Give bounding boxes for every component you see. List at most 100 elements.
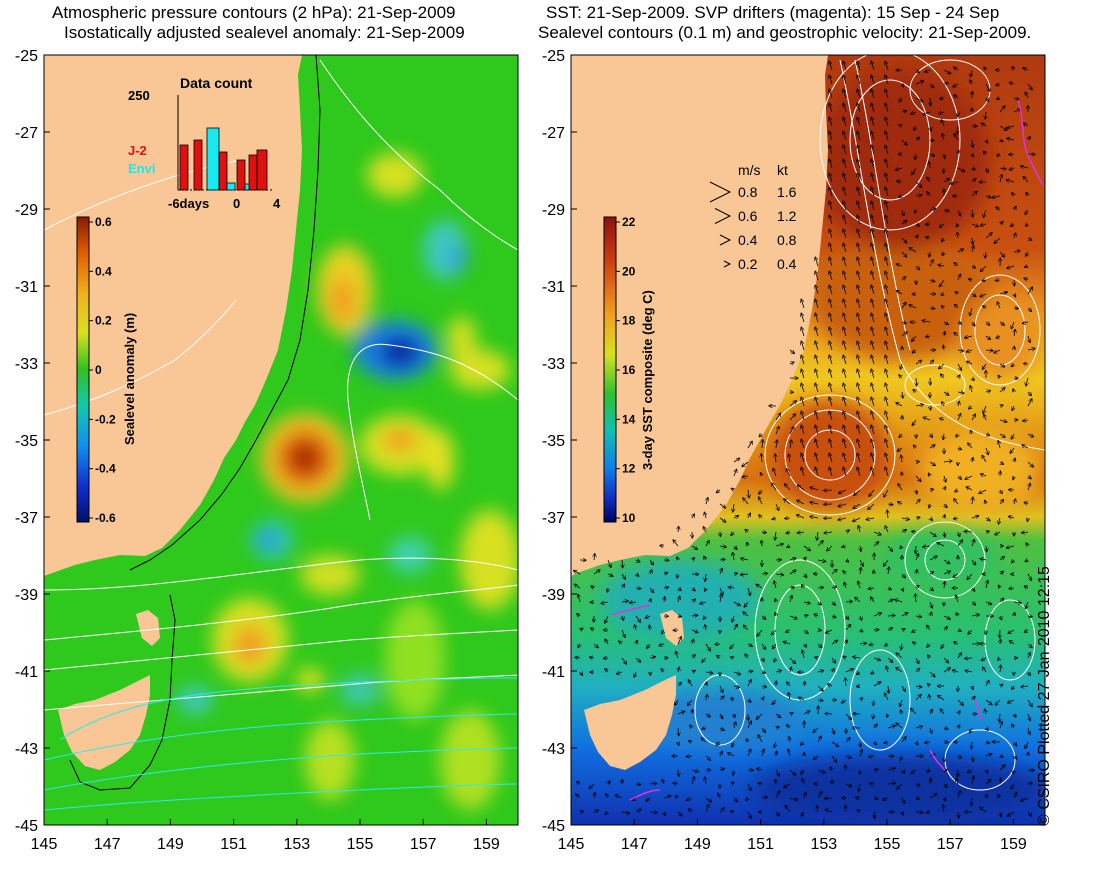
velocity-arrow bbox=[829, 229, 833, 239]
velocity-arrow bbox=[815, 383, 819, 393]
velocity-arrow bbox=[943, 69, 951, 74]
sla-colorbar: 0.6 0.4 0.2 0 -0.2 -0.4 -0.6 Sealevel anomaly … bbox=[76, 215, 137, 525]
velocity-arrow bbox=[999, 598, 1004, 603]
velocity-arrow bbox=[1027, 287, 1032, 295]
velocity-arrow bbox=[943, 322, 948, 325]
velocity-arrow bbox=[899, 196, 902, 197]
velocity-arrow bbox=[801, 425, 805, 435]
velocity-arrow bbox=[817, 588, 823, 589]
velocity-arrow bbox=[621, 601, 628, 602]
velocity-arrow bbox=[915, 97, 923, 102]
velocity-arrow bbox=[887, 616, 895, 617]
velocity-arrow bbox=[972, 686, 973, 689]
velocity-arrow bbox=[967, 487, 973, 491]
velocity-arrow bbox=[815, 467, 819, 477]
right-lat-tick-label: -25 bbox=[542, 48, 565, 65]
velocity-arrow bbox=[928, 684, 931, 686]
velocity-arrow bbox=[676, 652, 678, 659]
velocity-arrow bbox=[622, 615, 624, 620]
velocity-arrow bbox=[912, 167, 917, 175]
velocity-arrow bbox=[971, 430, 973, 435]
velocity-arrow bbox=[817, 700, 823, 701]
velocity-arrow bbox=[929, 695, 930, 701]
velocity-arrow bbox=[772, 629, 777, 635]
velocity-arrow bbox=[1023, 177, 1029, 183]
left-map-area bbox=[44, 55, 518, 825]
velocity-arrow bbox=[857, 201, 861, 211]
velocity-arrow bbox=[801, 439, 805, 449]
velocity-arrow bbox=[733, 769, 734, 775]
velocity-arrow bbox=[958, 322, 961, 324]
velocity-arrow bbox=[1000, 222, 1003, 224]
velocity-arrow bbox=[929, 531, 936, 536]
velocity-arrow bbox=[940, 223, 945, 227]
velocity-arrow bbox=[574, 571, 581, 575]
velocity-arrow bbox=[1025, 560, 1028, 562]
velocity-arrow bbox=[748, 513, 750, 519]
velocity-legend-header-ms: m/s bbox=[738, 162, 761, 178]
velocity-arrow bbox=[943, 179, 949, 183]
velocity-arrow bbox=[915, 726, 922, 728]
velocity-arrow bbox=[692, 671, 695, 673]
velocity-arrow bbox=[594, 554, 595, 561]
velocity-arrow bbox=[968, 443, 973, 449]
sst-cb-tick-label: 22 bbox=[622, 215, 636, 229]
velocity-arrow bbox=[776, 440, 777, 449]
velocity-arrow bbox=[691, 630, 698, 633]
velocity-arrow bbox=[746, 739, 748, 742]
velocity-arrow bbox=[646, 616, 651, 618]
velocity-arrow bbox=[897, 181, 903, 182]
velocity-arrow bbox=[1027, 573, 1032, 580]
velocity-arrow bbox=[929, 260, 933, 267]
velocity-arrow bbox=[801, 355, 805, 365]
velocity-arrow bbox=[999, 500, 1003, 505]
velocity-arrow bbox=[954, 95, 959, 98]
velocity-arrow bbox=[885, 131, 889, 141]
velocity-arrow bbox=[871, 117, 875, 127]
velocity-arrow bbox=[870, 784, 875, 785]
velocity-arrow bbox=[857, 686, 861, 687]
velocity-arrow bbox=[857, 173, 861, 183]
velocity-arrow bbox=[815, 397, 819, 407]
velocity-arrow bbox=[706, 498, 708, 505]
velocity-arrow bbox=[857, 271, 861, 281]
velocity-arrow bbox=[775, 427, 779, 435]
velocity-arrow bbox=[1028, 238, 1032, 240]
velocity-arrow bbox=[846, 616, 848, 619]
left-lon-tick-label: 153 bbox=[283, 836, 310, 853]
velocity-arrow bbox=[829, 89, 833, 99]
velocity-arrow bbox=[914, 445, 917, 448]
velocity-arrow bbox=[885, 341, 889, 351]
sst-cb-tick-label: 18 bbox=[622, 314, 636, 328]
velocity-arrow bbox=[838, 518, 847, 520]
velocity-arrow bbox=[775, 544, 783, 546]
velocity-arrow bbox=[929, 473, 931, 476]
velocity-arrow bbox=[605, 615, 609, 623]
velocity-arrow bbox=[925, 742, 931, 743]
velocity-arrow bbox=[929, 280, 935, 282]
velocity-arrow bbox=[900, 546, 902, 549]
velocity-arrow bbox=[937, 543, 945, 547]
velocity-arrow bbox=[915, 668, 920, 673]
velocity-arrow bbox=[824, 532, 833, 533]
velocity-arrow bbox=[915, 695, 921, 701]
velocity-arrow bbox=[1000, 571, 1003, 574]
velocity-arrow bbox=[761, 573, 767, 574]
velocity-arrow bbox=[901, 685, 905, 691]
velocity-arrow bbox=[691, 770, 698, 772]
velocity-arrow bbox=[915, 616, 921, 617]
velocity-arrow bbox=[829, 173, 833, 183]
velocity-arrow bbox=[929, 556, 937, 561]
velocity-arrow bbox=[630, 602, 637, 603]
velocity-arrow bbox=[929, 671, 935, 677]
velocity-arrow bbox=[928, 655, 930, 658]
velocity-arrow bbox=[858, 526, 860, 533]
velocity-arrow bbox=[857, 229, 861, 239]
velocity-arrow bbox=[733, 601, 740, 606]
velocity-arrow bbox=[985, 350, 993, 351]
left-lon-tick-label: 145 bbox=[31, 836, 58, 853]
velocity-arrow bbox=[965, 336, 973, 338]
velocity-arrow bbox=[857, 672, 860, 674]
velocity-arrow bbox=[939, 112, 945, 114]
velocity-arrow bbox=[843, 439, 847, 449]
